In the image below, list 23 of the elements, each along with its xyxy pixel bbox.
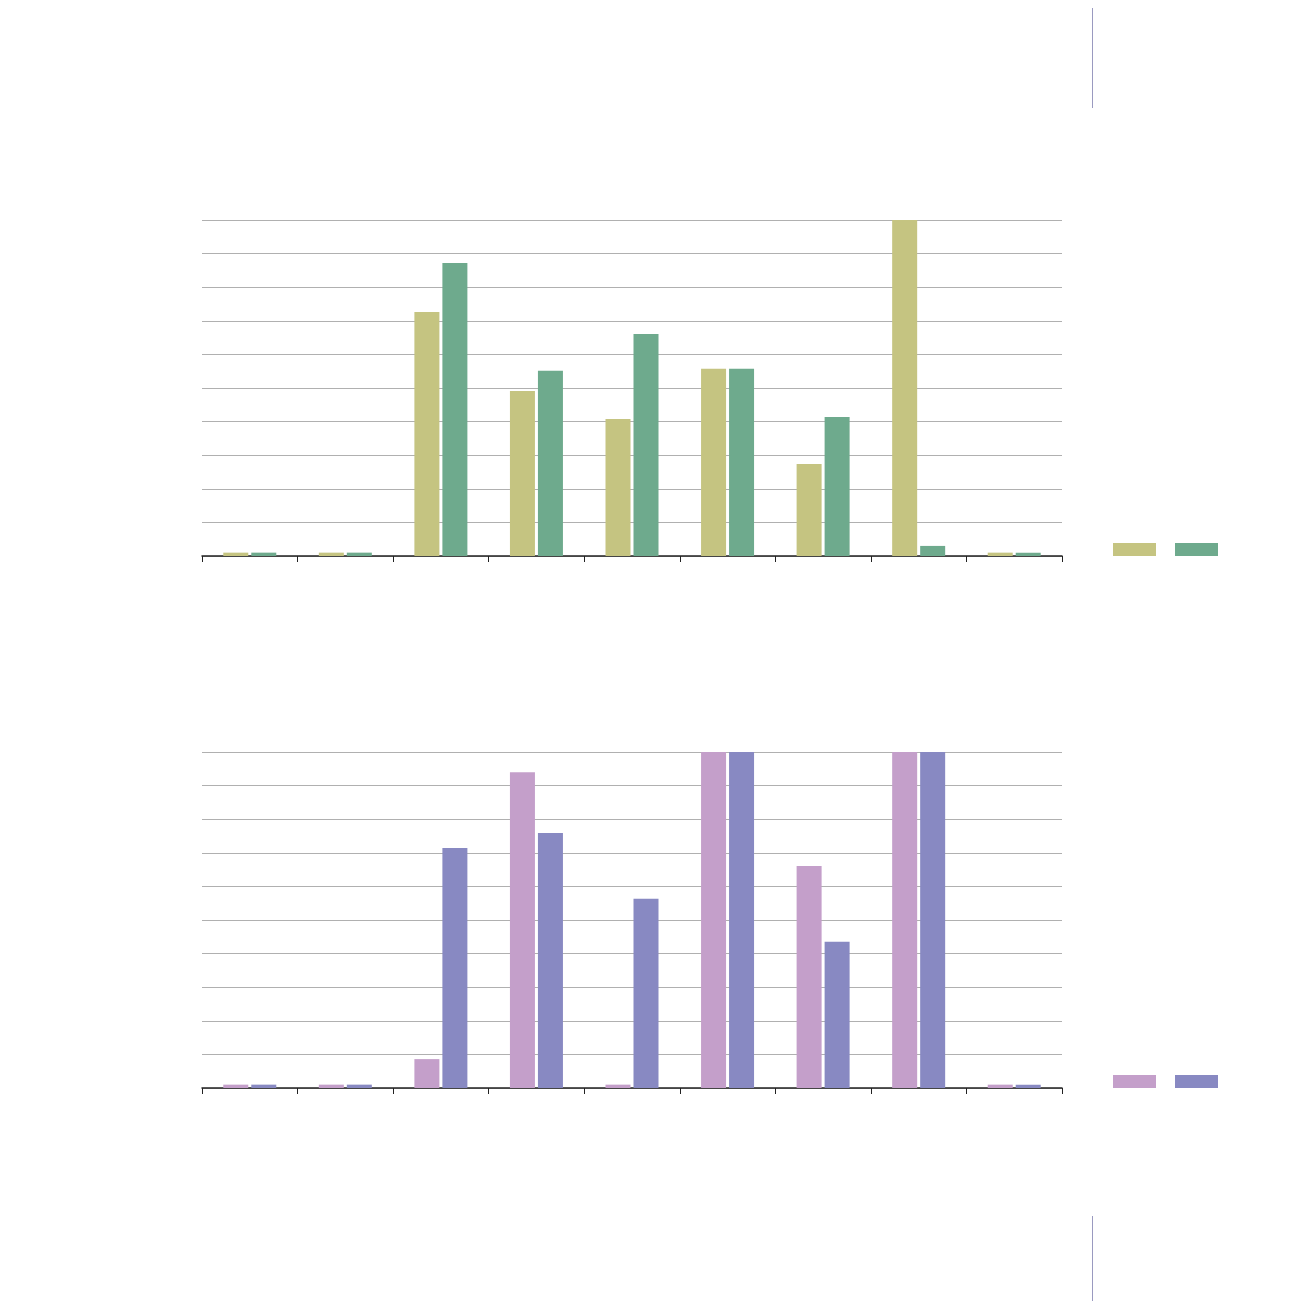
bar	[729, 752, 755, 1088]
bar	[892, 220, 918, 556]
bar	[509, 772, 535, 1088]
bar	[509, 391, 535, 556]
bar	[537, 370, 563, 556]
bar	[824, 941, 850, 1088]
bar	[824, 416, 850, 556]
bar	[633, 333, 659, 556]
bar	[796, 865, 822, 1088]
bar	[633, 898, 659, 1088]
bar	[537, 832, 563, 1088]
bar	[701, 368, 727, 556]
bar	[605, 418, 631, 556]
bar	[414, 312, 440, 556]
bar	[442, 848, 468, 1088]
bar	[729, 368, 755, 556]
bar	[920, 545, 946, 556]
bar	[892, 752, 918, 1088]
bar	[414, 1059, 440, 1088]
bar	[442, 263, 468, 556]
bar	[796, 463, 822, 556]
bar	[701, 752, 727, 1088]
bar	[920, 752, 946, 1088]
